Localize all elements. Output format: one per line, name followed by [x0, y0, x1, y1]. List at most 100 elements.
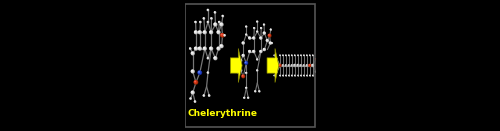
- Circle shape: [242, 54, 244, 56]
- Circle shape: [260, 27, 262, 29]
- Circle shape: [282, 75, 284, 77]
- Circle shape: [311, 64, 314, 67]
- Circle shape: [247, 97, 249, 99]
- Circle shape: [252, 50, 254, 52]
- Circle shape: [218, 21, 220, 22]
- Circle shape: [282, 54, 284, 56]
- Circle shape: [238, 72, 240, 74]
- Circle shape: [262, 31, 266, 34]
- Circle shape: [248, 37, 250, 38]
- Circle shape: [238, 59, 240, 62]
- Circle shape: [271, 42, 272, 43]
- Circle shape: [210, 17, 213, 20]
- Circle shape: [245, 61, 246, 63]
- Circle shape: [291, 75, 293, 77]
- Circle shape: [274, 54, 275, 56]
- Circle shape: [238, 72, 239, 73]
- Circle shape: [256, 21, 258, 22]
- Polygon shape: [230, 48, 242, 83]
- Circle shape: [294, 64, 295, 66]
- Circle shape: [217, 31, 218, 32]
- Circle shape: [291, 64, 292, 66]
- Circle shape: [256, 21, 258, 23]
- Circle shape: [245, 26, 247, 28]
- Circle shape: [214, 22, 217, 26]
- Circle shape: [311, 64, 314, 67]
- Circle shape: [256, 58, 258, 61]
- Circle shape: [207, 9, 208, 10]
- Circle shape: [284, 64, 288, 67]
- Circle shape: [218, 21, 220, 23]
- Circle shape: [256, 70, 258, 71]
- Circle shape: [303, 75, 304, 76]
- Circle shape: [276, 71, 278, 73]
- Circle shape: [303, 64, 304, 66]
- Circle shape: [242, 75, 244, 77]
- Circle shape: [256, 31, 258, 33]
- Circle shape: [198, 70, 202, 75]
- Circle shape: [297, 54, 299, 56]
- Circle shape: [239, 69, 242, 72]
- Circle shape: [309, 75, 310, 76]
- Circle shape: [206, 57, 210, 60]
- Circle shape: [276, 71, 277, 72]
- Circle shape: [245, 72, 247, 74]
- Circle shape: [245, 87, 248, 89]
- Circle shape: [254, 90, 256, 93]
- Circle shape: [216, 47, 220, 50]
- Circle shape: [214, 56, 217, 60]
- Circle shape: [270, 42, 272, 44]
- Circle shape: [198, 47, 200, 49]
- Circle shape: [263, 48, 264, 50]
- Circle shape: [300, 75, 302, 76]
- Circle shape: [216, 47, 220, 51]
- Circle shape: [209, 47, 214, 51]
- Circle shape: [296, 64, 300, 67]
- Circle shape: [203, 31, 205, 32]
- Circle shape: [245, 87, 247, 89]
- Circle shape: [288, 75, 290, 77]
- Circle shape: [260, 37, 261, 38]
- Circle shape: [288, 64, 290, 67]
- Circle shape: [260, 50, 261, 52]
- Circle shape: [303, 54, 304, 56]
- Circle shape: [220, 34, 222, 36]
- Circle shape: [306, 75, 308, 76]
- Circle shape: [194, 31, 196, 32]
- Circle shape: [285, 75, 286, 76]
- Circle shape: [252, 50, 255, 53]
- Circle shape: [206, 71, 209, 74]
- Circle shape: [194, 30, 198, 34]
- Circle shape: [208, 95, 210, 96]
- Circle shape: [240, 69, 241, 71]
- Circle shape: [288, 75, 289, 76]
- Circle shape: [276, 58, 278, 60]
- Circle shape: [206, 9, 210, 11]
- Circle shape: [282, 75, 284, 76]
- Circle shape: [194, 80, 198, 85]
- Circle shape: [209, 47, 212, 50]
- Text: Chelerythrine: Chelerythrine: [188, 109, 258, 118]
- Circle shape: [302, 64, 305, 66]
- Circle shape: [278, 64, 282, 67]
- Circle shape: [248, 36, 251, 39]
- Circle shape: [206, 9, 209, 11]
- Circle shape: [245, 72, 248, 74]
- Circle shape: [214, 11, 216, 14]
- Circle shape: [198, 71, 200, 73]
- Circle shape: [194, 81, 196, 83]
- Circle shape: [190, 51, 194, 55]
- Circle shape: [306, 64, 308, 66]
- Circle shape: [297, 75, 299, 76]
- Circle shape: [293, 64, 296, 67]
- Circle shape: [190, 91, 195, 95]
- Circle shape: [220, 22, 223, 26]
- Circle shape: [220, 45, 222, 46]
- Circle shape: [288, 54, 290, 56]
- Circle shape: [216, 30, 220, 34]
- Circle shape: [268, 34, 272, 38]
- Circle shape: [194, 100, 196, 103]
- Circle shape: [214, 12, 215, 13]
- Circle shape: [300, 64, 301, 66]
- Circle shape: [270, 29, 271, 30]
